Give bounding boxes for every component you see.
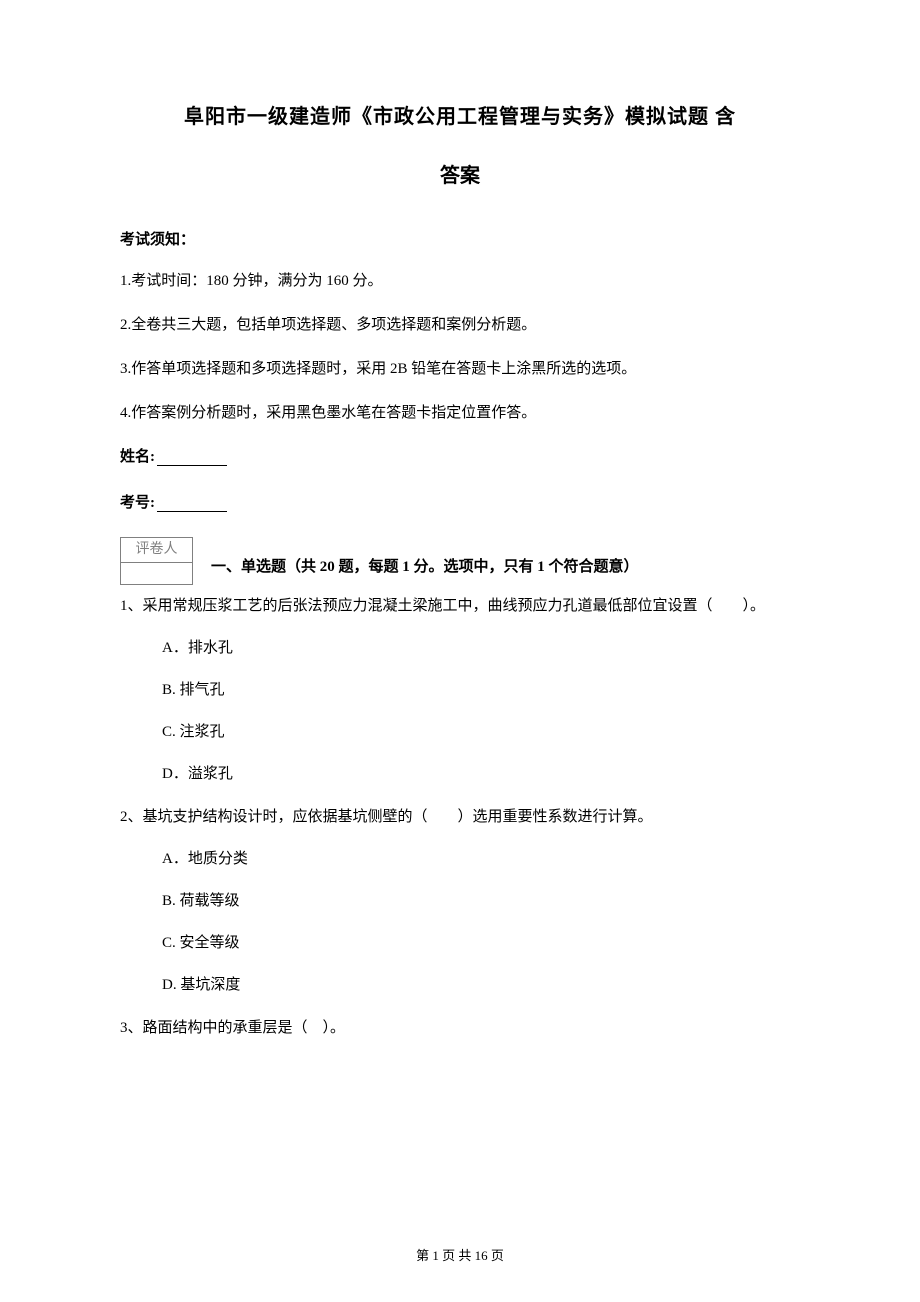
instruction-2: 2.全卷共三大题，包括单项选择题、多项选择题和案例分析题。 xyxy=(120,313,800,337)
grader-label: 评卷人 xyxy=(121,538,193,563)
question-1-option-c: C. 注浆孔 xyxy=(162,720,800,744)
id-input-line[interactable] xyxy=(157,511,227,512)
question-1-stem: 1、采用常规压浆工艺的后张法预应力混凝土梁施工中，曲线预应力孔道最低部位宜设置（… xyxy=(120,593,800,620)
page-footer: 第 1 页 共 16 页 xyxy=(0,1245,920,1264)
grader-empty-cell xyxy=(121,563,193,585)
question-2-option-d: D. 基坑深度 xyxy=(162,973,800,997)
document-title-line1: 阜阳市一级建造师《市政公用工程管理与实务》模拟试题 含 xyxy=(120,100,800,129)
question-1-option-b: B. 排气孔 xyxy=(162,678,800,702)
question-2-option-a: A．地质分类 xyxy=(162,847,800,871)
id-field-row: 考号: xyxy=(120,491,800,512)
instruction-1: 1.考试时间：180 分钟，满分为 160 分。 xyxy=(120,269,800,293)
id-label: 考号: xyxy=(120,495,155,511)
name-input-line[interactable] xyxy=(157,465,227,466)
name-field-row: 姓名: xyxy=(120,445,800,466)
name-label: 姓名: xyxy=(120,449,155,465)
grader-box: 评卷人 xyxy=(120,537,193,585)
grader-section: 评卷人 一、单选题（共 20 题，每题 1 分。选项中，只有 1 个符合题意） xyxy=(120,537,800,585)
question-1-option-a: A．排水孔 xyxy=(162,636,800,660)
question-2-option-c: C. 安全等级 xyxy=(162,931,800,955)
question-1-option-d: D．溢浆孔 xyxy=(162,762,800,786)
question-3-stem: 3、路面结构中的承重层是（ ）。 xyxy=(120,1015,800,1042)
question-2-option-b: B. 荷载等级 xyxy=(162,889,800,913)
instruction-3: 3.作答单项选择题和多项选择题时，采用 2B 铅笔在答题卡上涂黑所选的选项。 xyxy=(120,357,800,381)
part1-title: 一、单选题（共 20 题，每题 1 分。选项中，只有 1 个符合题意） xyxy=(211,555,639,585)
notice-header: 考试须知： xyxy=(120,228,800,249)
question-2-stem: 2、基坑支护结构设计时，应依据基坑侧壁的（ ）选用重要性系数进行计算。 xyxy=(120,804,800,831)
document-title-line2: 答案 xyxy=(120,159,800,188)
instruction-4: 4.作答案例分析题时，采用黑色墨水笔在答题卡指定位置作答。 xyxy=(120,401,800,425)
